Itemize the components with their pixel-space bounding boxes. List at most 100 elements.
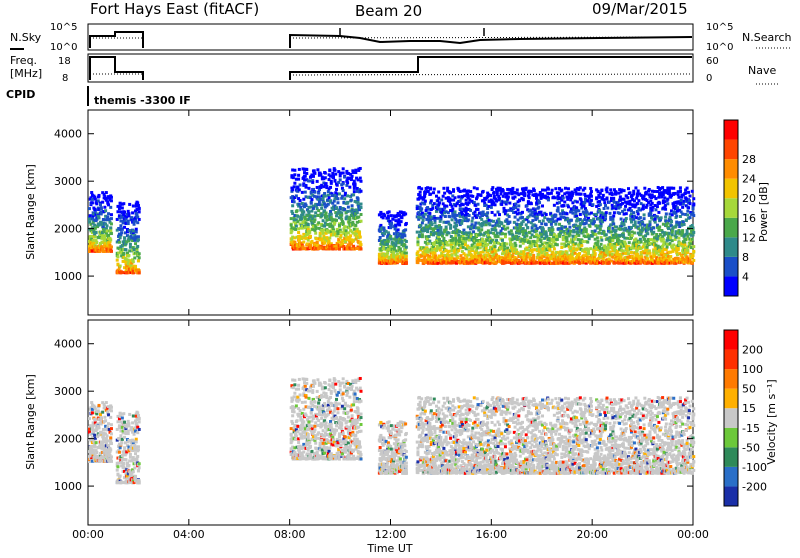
- power-cell: [550, 214, 554, 218]
- power-cell: [439, 215, 443, 219]
- power-cell: [619, 190, 623, 194]
- power-cell: [356, 197, 360, 201]
- power-cell: [646, 251, 650, 255]
- power-cell: [535, 233, 539, 237]
- power-cell: [333, 197, 337, 201]
- nsky-right-tick-top: 10^5: [706, 22, 733, 33]
- power-cell: [618, 233, 622, 237]
- power-cell: [97, 216, 101, 220]
- power-cell: [308, 179, 312, 183]
- power-cell: [561, 235, 565, 239]
- power-cell: [327, 239, 331, 243]
- power-cell: [386, 214, 390, 218]
- power-cell: [664, 189, 668, 193]
- power-cell: [395, 235, 399, 239]
- power-cell: [581, 188, 585, 192]
- power-cell: [311, 180, 315, 184]
- power-cell: [457, 233, 461, 237]
- power-cell: [128, 229, 132, 233]
- power-cell: [668, 238, 672, 242]
- power-cell: [589, 257, 593, 261]
- power-cell: [469, 234, 473, 238]
- power-cell: [613, 245, 617, 249]
- power-cell: [404, 254, 408, 258]
- power-cell: [386, 241, 390, 245]
- power-cell: [290, 209, 294, 213]
- power-cell: [102, 192, 106, 196]
- power-cell: [318, 238, 322, 242]
- power-cell: [577, 253, 581, 257]
- power-cell: [349, 178, 353, 182]
- power-cell: [624, 226, 628, 230]
- power-cell: [460, 195, 464, 199]
- power-cell: [309, 190, 313, 194]
- power-cell: [573, 251, 577, 255]
- power-cell: [98, 203, 102, 207]
- power-cell: [308, 230, 312, 234]
- power-cell: [439, 217, 443, 221]
- power-cell: [436, 205, 440, 209]
- power-cell: [541, 242, 545, 246]
- power-cell: [635, 194, 639, 198]
- power-cell: [473, 210, 477, 214]
- power-cell: [476, 193, 480, 197]
- power-cell: [289, 231, 293, 235]
- power-cell: [549, 191, 553, 195]
- power-cell: [657, 210, 661, 214]
- power-cell: [656, 261, 660, 265]
- power-cell: [466, 261, 470, 265]
- power-cell: [660, 195, 664, 199]
- power-cell: [593, 229, 597, 233]
- power-cell: [118, 264, 122, 268]
- power-cell: [293, 196, 297, 200]
- power-cell: [293, 236, 297, 240]
- power-cell: [543, 236, 547, 240]
- power-cell: [483, 241, 487, 245]
- power-cell: [589, 192, 593, 196]
- power-cell: [352, 190, 356, 194]
- power-cell: [680, 254, 684, 258]
- power-cell: [326, 190, 330, 194]
- power-cell: [309, 200, 313, 204]
- power-cell: [535, 260, 539, 264]
- power-cell: [333, 168, 337, 172]
- power-cell: [465, 237, 469, 241]
- power-cell: [627, 245, 631, 249]
- power-cell: [339, 207, 343, 211]
- power-cell: [476, 207, 480, 211]
- power-cell: [610, 192, 614, 196]
- power-cell: [535, 239, 539, 243]
- power-cell: [662, 189, 666, 193]
- nsky-panel: N.Sky 10^5 10^0 10^5 10^0 N.Search: [10, 22, 792, 53]
- power-cell: [109, 199, 113, 203]
- power-cell: [479, 254, 483, 258]
- power-cell: [511, 186, 515, 190]
- power-cell: [565, 237, 569, 241]
- power-cell: [465, 233, 469, 237]
- power-cell: [423, 193, 427, 197]
- power-cell: [88, 217, 91, 221]
- power-cell: [601, 215, 605, 219]
- power-cell: [119, 224, 123, 228]
- power-cell: [578, 251, 582, 255]
- power-cell: [400, 216, 404, 220]
- power-cell: [420, 254, 424, 258]
- power-cell: [566, 258, 570, 262]
- power-cell: [521, 241, 525, 245]
- power-cell: [137, 210, 141, 214]
- power-cell: [660, 239, 664, 243]
- power-cell: [575, 200, 579, 204]
- power-cell: [331, 219, 335, 223]
- power-cell: [123, 259, 127, 263]
- power-cell: [404, 212, 408, 216]
- power-cell: [293, 181, 297, 185]
- power-cell: [531, 219, 535, 223]
- power-cell: [596, 210, 600, 214]
- power-cell: [612, 222, 616, 226]
- power-cell: [387, 210, 391, 214]
- power-cell: [439, 226, 443, 230]
- power-cell: [485, 238, 489, 242]
- power-cell: [329, 222, 333, 226]
- power-cell: [561, 238, 565, 242]
- power-cell: [512, 206, 516, 210]
